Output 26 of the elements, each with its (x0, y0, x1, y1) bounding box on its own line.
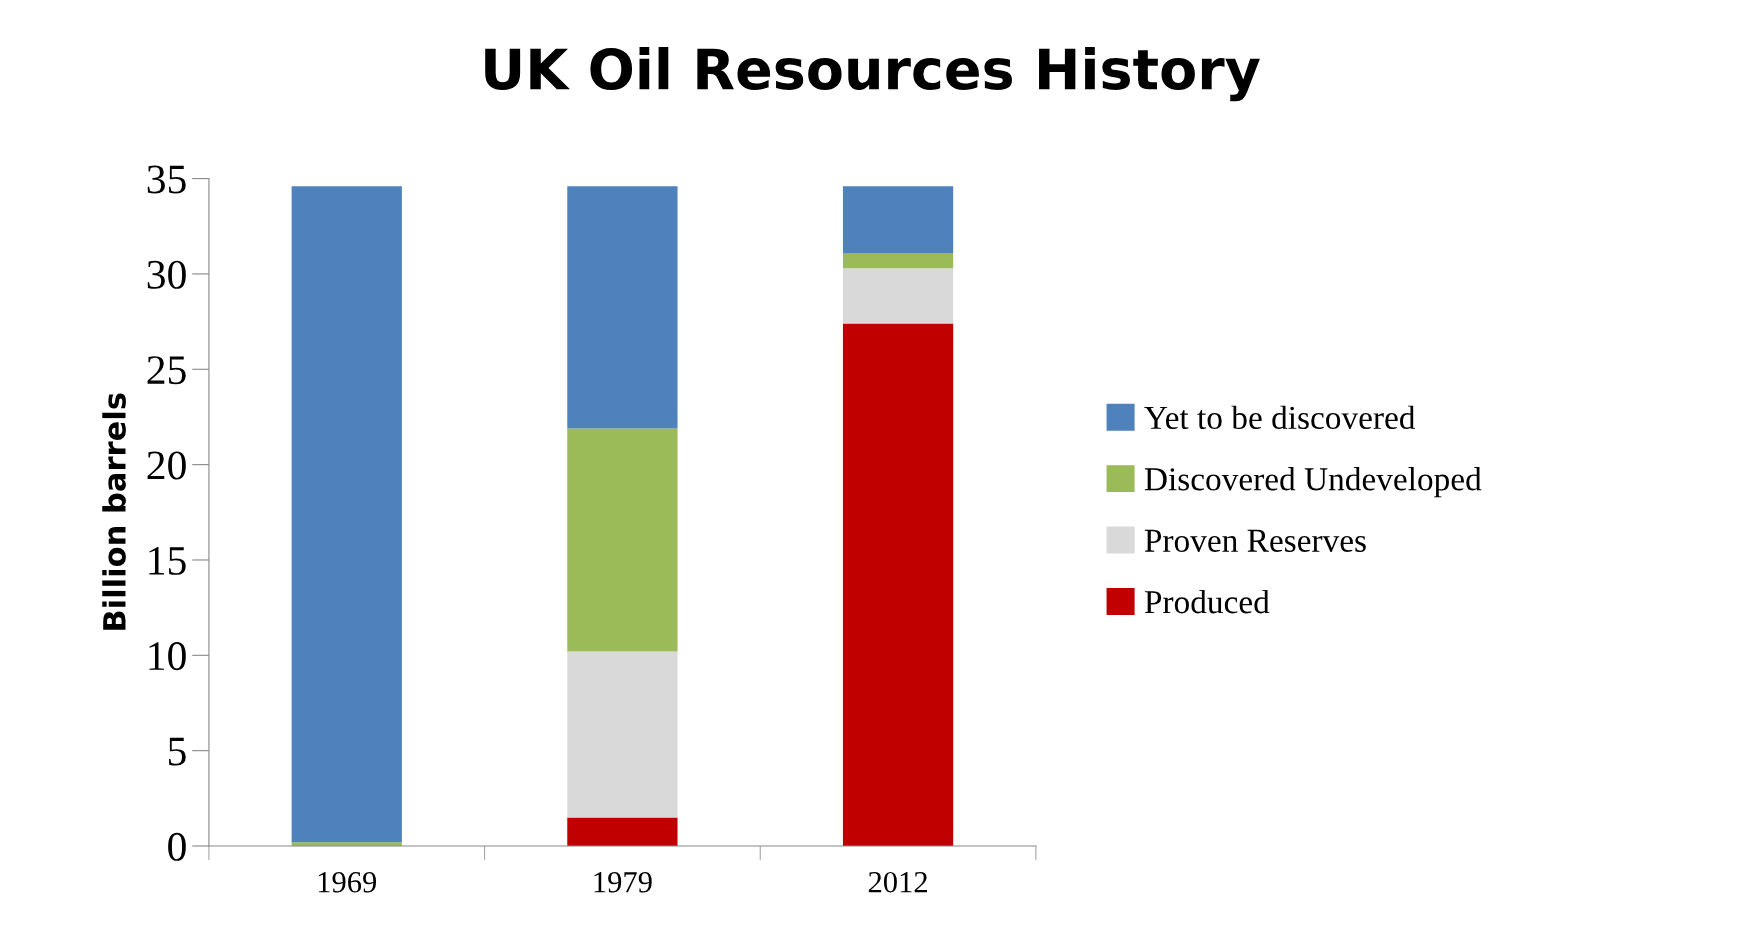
y-tick-label: 15 (149, 546, 186, 575)
bar (842, 268, 954, 324)
bar (842, 186, 954, 253)
y-axis-title: Billion barrels (102, 393, 126, 630)
chart-title: UK Oil Resources History (485, 47, 1260, 102)
y-tick-label: 20 (147, 451, 186, 480)
legend-label: Proven Reserves (1144, 529, 1366, 552)
y-tick-label: 25 (147, 356, 186, 385)
legend-label: Discovered Undeveloped (1144, 467, 1482, 498)
y-tick-label: 0 (168, 832, 186, 861)
bar (291, 186, 402, 843)
y-tick-label: 10 (149, 642, 186, 671)
y-tick-label: 35 (147, 165, 186, 194)
bar (567, 817, 678, 846)
legend-label: Yet to be discovered (1144, 405, 1416, 430)
x-tick-label: 1969 (318, 871, 377, 893)
x-tick-label: 2012 (868, 871, 927, 893)
bar (567, 428, 678, 652)
x-tick-label: 1979 (594, 871, 652, 893)
bar (842, 323, 954, 846)
bar (567, 651, 678, 818)
bar (842, 252, 954, 269)
y-tick-label: 30 (147, 260, 186, 289)
y-tick-label: 5 (168, 737, 186, 766)
bar (567, 186, 678, 429)
legend-label: Produced (1144, 589, 1270, 614)
